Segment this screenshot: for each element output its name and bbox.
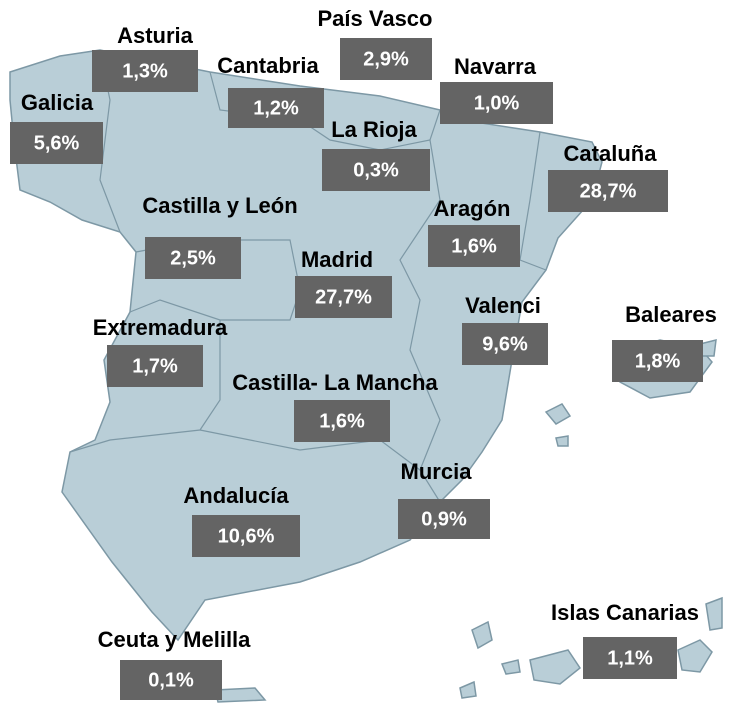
- melilla: [214, 687, 267, 703]
- region-name: Baleares: [625, 302, 717, 327]
- value-box: [322, 149, 430, 191]
- region-name: Extremadura: [93, 315, 228, 340]
- canaria-2: [677, 639, 713, 673]
- value-box: [612, 340, 703, 382]
- region-value: 0,1%: [148, 669, 194, 691]
- region-value: 1,0%: [474, 92, 520, 114]
- region-name: Navarra: [454, 54, 537, 79]
- region-value: 28,7%: [580, 180, 637, 202]
- region-value: 0,3%: [353, 159, 399, 181]
- region-name: Cataluña: [564, 141, 658, 166]
- canaria-6: [459, 680, 477, 699]
- region-border: [199, 429, 421, 471]
- region-value: 2,5%: [170, 247, 216, 269]
- region-name: País Vasco: [318, 6, 433, 31]
- value-box: [295, 276, 392, 318]
- region-value: 1,2%: [253, 97, 299, 119]
- region-value: 27,7%: [315, 286, 372, 308]
- value-box: [583, 637, 677, 679]
- region-value: 10,6%: [218, 525, 275, 547]
- region-name: Madrid: [301, 247, 373, 272]
- canaria-3: [705, 596, 723, 631]
- region-name: Murcia: [401, 459, 473, 484]
- canaria-4: [471, 620, 493, 650]
- region-value: 1,6%: [451, 235, 497, 257]
- value-box: [398, 499, 490, 539]
- value-box: [548, 170, 668, 212]
- region-border: [519, 131, 547, 271]
- value-box: [10, 122, 103, 164]
- value-box: [462, 323, 548, 365]
- region-name: Cantabria: [217, 53, 319, 78]
- region-name: Andalucía: [183, 483, 289, 508]
- canaria-1: [529, 649, 582, 685]
- value-box: [428, 225, 520, 267]
- region-name: Ceuta y Melilla: [98, 627, 252, 652]
- region-value: 1,7%: [132, 355, 178, 377]
- region-name: Aragón: [434, 196, 511, 221]
- region-name: Castilla- La Mancha: [232, 370, 438, 395]
- value-box: [228, 88, 324, 128]
- region-name: La Rioja: [331, 117, 417, 142]
- value-box: [145, 237, 241, 279]
- value-box: [107, 345, 203, 387]
- formentera: [555, 435, 569, 447]
- region-value: 1,1%: [607, 647, 653, 669]
- value-box: [92, 50, 198, 92]
- ibiza: [544, 403, 572, 425]
- region-labels: Asturia 1,3% País Vasco 2,9% Cantabria 1,2% Na…: [10, 6, 717, 700]
- region-name: Castilla y León: [142, 193, 297, 218]
- region-value: 9,6%: [482, 333, 528, 355]
- region-name: Valenci: [465, 293, 541, 318]
- value-box: [120, 660, 222, 700]
- value-box: [440, 82, 553, 124]
- region-value: 5,6%: [34, 132, 80, 154]
- region-value: 0,9%: [421, 508, 467, 530]
- value-box: [192, 515, 300, 557]
- region-name: Asturia: [117, 23, 194, 48]
- region-name: Islas Canarias: [551, 600, 699, 625]
- value-box: [294, 400, 390, 442]
- region-value: 1,3%: [122, 60, 168, 82]
- region-value: 2,9%: [363, 48, 409, 70]
- value-box: [340, 38, 432, 80]
- canaria-5: [500, 659, 521, 675]
- region-value: 1,8%: [635, 350, 681, 372]
- region-name: Galicia: [21, 90, 94, 115]
- region-border: [399, 139, 441, 503]
- region-value: 1,6%: [319, 410, 365, 432]
- land: [9, 49, 723, 703]
